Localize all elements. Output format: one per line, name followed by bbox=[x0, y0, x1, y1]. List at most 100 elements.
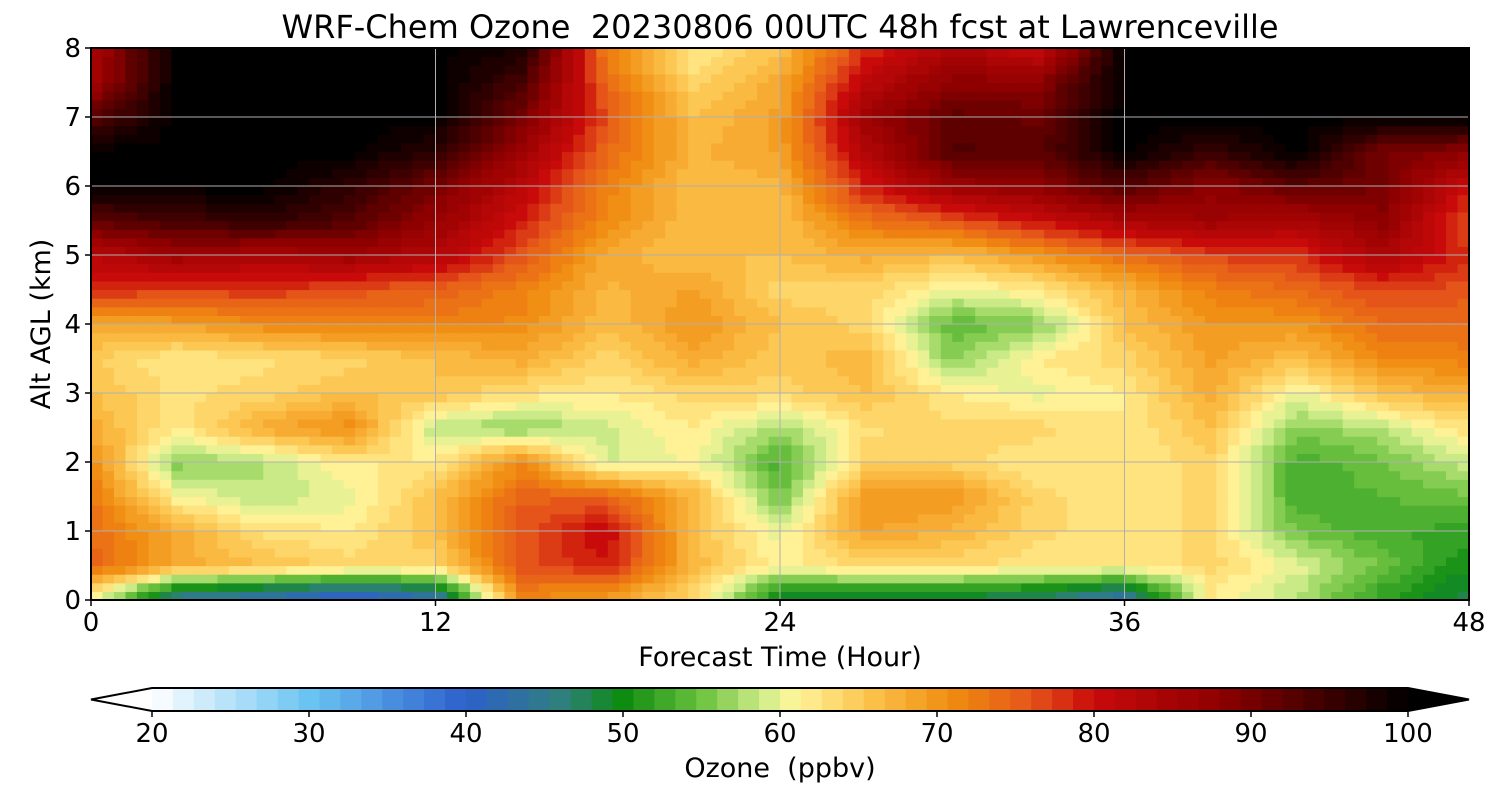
heatmap-cell bbox=[550, 418, 563, 429]
heatmap-cell bbox=[1216, 324, 1229, 334]
heatmap-cell bbox=[435, 272, 448, 282]
heatmap-cell bbox=[986, 255, 999, 265]
heatmap-cell bbox=[1273, 479, 1286, 489]
heatmap-cell bbox=[389, 375, 402, 385]
heatmap-cell bbox=[573, 263, 586, 273]
heatmap-cell bbox=[194, 298, 207, 308]
heatmap-cell bbox=[446, 505, 460, 515]
heatmap-cell bbox=[745, 513, 758, 523]
heatmap-cell bbox=[757, 462, 770, 472]
heatmap-cell bbox=[217, 280, 230, 291]
heatmap-cell bbox=[665, 349, 678, 360]
heatmap-cell bbox=[940, 272, 953, 282]
heatmap-cell bbox=[148, 487, 161, 498]
heatmap-cell bbox=[159, 315, 172, 325]
heatmap-cell bbox=[768, 565, 781, 575]
heatmap-cell bbox=[940, 349, 953, 360]
heatmap-cell bbox=[401, 367, 414, 377]
heatmap-cell bbox=[1434, 306, 1447, 316]
heatmap-cell bbox=[596, 505, 609, 515]
heatmap-cell bbox=[228, 548, 241, 558]
heatmap-cell bbox=[1193, 315, 1206, 325]
heatmap-cell bbox=[1193, 574, 1206, 584]
heatmap-cell bbox=[1113, 496, 1126, 506]
heatmap-cell bbox=[825, 246, 839, 256]
heatmap-cell bbox=[619, 470, 632, 480]
heatmap-cell bbox=[1342, 505, 1355, 515]
heatmap-cell bbox=[688, 263, 701, 273]
heatmap-cell bbox=[1101, 453, 1114, 463]
heatmap-cell bbox=[1354, 582, 1367, 592]
heatmap-cell bbox=[469, 427, 483, 437]
heatmap-cell bbox=[1388, 401, 1401, 411]
heatmap-cell bbox=[676, 487, 689, 498]
heatmap-cell bbox=[894, 384, 907, 394]
heatmap-cell bbox=[1055, 487, 1068, 498]
heatmap-cell bbox=[538, 401, 551, 411]
heatmap-cell bbox=[1158, 410, 1172, 420]
heatmap-cell bbox=[757, 298, 770, 308]
heatmap-cell bbox=[148, 418, 161, 429]
heatmap-cell bbox=[297, 513, 310, 523]
heatmap-cell bbox=[366, 522, 379, 532]
heatmap-cell bbox=[1239, 487, 1252, 498]
heatmap-cell bbox=[1308, 565, 1321, 575]
heatmap-cell bbox=[906, 427, 919, 437]
heatmap-cell bbox=[963, 298, 976, 308]
heatmap-cell bbox=[1147, 263, 1160, 273]
heatmap-cell bbox=[309, 332, 322, 342]
heatmap-cell bbox=[1101, 332, 1114, 342]
heatmap-cell bbox=[814, 315, 827, 325]
heatmap-cell bbox=[1250, 548, 1263, 558]
heatmap-cell bbox=[642, 272, 655, 282]
heatmap-cell bbox=[113, 539, 127, 549]
heatmap-cell bbox=[929, 574, 942, 584]
heatmap-cell bbox=[263, 574, 276, 584]
heatmap-cell bbox=[1101, 401, 1114, 411]
heatmap-cell bbox=[584, 574, 597, 584]
heatmap-cell bbox=[1181, 393, 1194, 403]
heatmap-cell bbox=[630, 470, 643, 480]
heatmap-cell bbox=[1342, 401, 1355, 411]
heatmap-cell bbox=[619, 444, 632, 454]
heatmap-cell bbox=[837, 315, 850, 325]
heatmap-cell bbox=[1400, 367, 1413, 377]
heatmap-cell bbox=[619, 298, 632, 308]
heatmap-cell bbox=[1308, 470, 1321, 480]
heatmap-cell bbox=[538, 582, 551, 592]
heatmap-cell bbox=[332, 280, 345, 291]
heatmap-cell bbox=[320, 393, 333, 403]
heatmap-cell bbox=[1342, 556, 1355, 567]
heatmap-cell bbox=[871, 306, 884, 316]
heatmap-cell bbox=[894, 479, 907, 489]
heatmap-cell bbox=[768, 418, 781, 429]
heatmap-cell bbox=[1032, 556, 1045, 567]
heatmap-cell bbox=[320, 496, 333, 506]
heatmap-cell bbox=[309, 565, 322, 575]
heatmap-cell bbox=[1170, 332, 1183, 342]
heatmap-cell bbox=[286, 246, 299, 256]
heatmap-cell bbox=[527, 324, 540, 334]
heatmap-cell bbox=[998, 582, 1011, 592]
heatmap-cell bbox=[148, 522, 161, 532]
heatmap-cell bbox=[883, 306, 896, 316]
heatmap-cell bbox=[1055, 591, 1068, 600]
heatmap-cell bbox=[975, 384, 988, 394]
heatmap-cell bbox=[159, 280, 172, 291]
heatmap-cell bbox=[814, 401, 827, 411]
heatmap-cell bbox=[228, 565, 241, 575]
heatmap-cell bbox=[734, 565, 747, 575]
heatmap-cell bbox=[458, 315, 471, 325]
heatmap-cell bbox=[274, 531, 287, 541]
heatmap-cell bbox=[1400, 401, 1413, 411]
heatmap-cell bbox=[286, 565, 299, 575]
heatmap-cell bbox=[1227, 246, 1240, 256]
heatmap-cell bbox=[1044, 289, 1057, 299]
heatmap-cell bbox=[1239, 496, 1252, 506]
heatmap-cell bbox=[286, 358, 299, 368]
heatmap-cell bbox=[642, 531, 655, 541]
heatmap-cell bbox=[561, 427, 574, 437]
heatmap-cell bbox=[332, 531, 345, 541]
heatmap-cell bbox=[929, 479, 942, 489]
heatmap-cell bbox=[630, 367, 643, 377]
